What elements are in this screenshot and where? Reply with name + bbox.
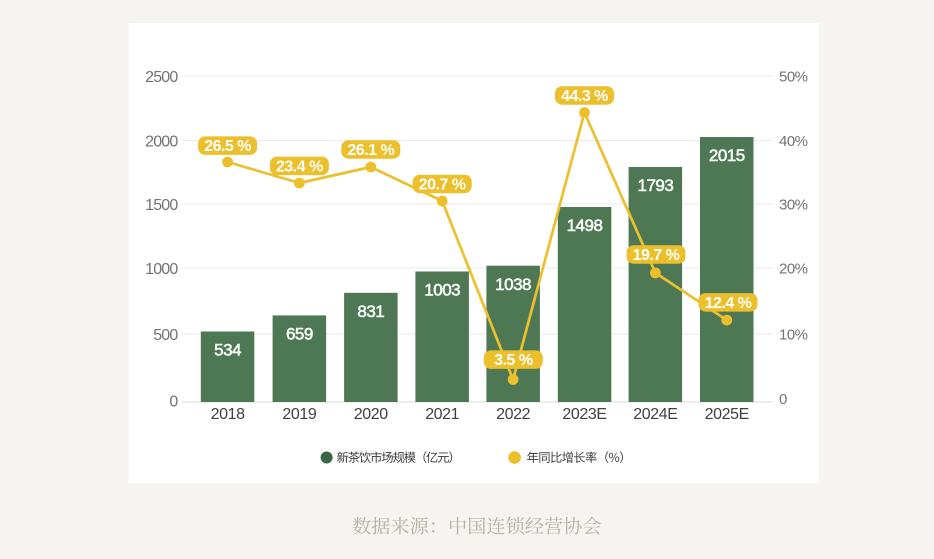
svg-text:2025E: 2025E — [705, 406, 749, 423]
svg-text:2000: 2000 — [145, 133, 178, 150]
svg-text:2022: 2022 — [496, 406, 530, 423]
svg-text:2020: 2020 — [354, 406, 388, 423]
svg-text:30%: 30% — [779, 196, 808, 213]
svg-text:1793: 1793 — [637, 176, 673, 195]
svg-text:50%: 50% — [779, 68, 808, 85]
svg-text:1038: 1038 — [495, 275, 531, 294]
svg-text:659: 659 — [286, 325, 313, 344]
svg-text:1500: 1500 — [145, 197, 178, 214]
svg-text:1003: 1003 — [424, 281, 460, 300]
svg-text:19.7 %: 19.7 % — [633, 247, 680, 264]
svg-text:12.4 %: 12.4 % — [705, 295, 752, 312]
svg-text:10%: 10% — [779, 326, 808, 343]
svg-text:2023E: 2023E — [562, 406, 606, 423]
svg-text:2015: 2015 — [709, 146, 745, 165]
svg-text:500: 500 — [153, 327, 178, 344]
svg-text:26.1 %: 26.1 % — [347, 142, 394, 159]
svg-text:2021: 2021 — [425, 406, 459, 423]
svg-text:3.5 %: 3.5 % — [494, 352, 533, 369]
svg-text:1498: 1498 — [567, 216, 603, 235]
svg-text:0: 0 — [779, 391, 787, 408]
svg-text:23.4 %: 23.4 % — [276, 158, 323, 175]
svg-text:26.5 %: 26.5 % — [204, 138, 251, 155]
svg-text:2018: 2018 — [211, 406, 245, 423]
svg-text:44.3 %: 44.3 % — [561, 88, 608, 105]
svg-text:831: 831 — [357, 302, 384, 321]
svg-text:534: 534 — [214, 341, 241, 360]
svg-text:2019: 2019 — [282, 406, 316, 423]
svg-text:20.7 %: 20.7 % — [419, 176, 466, 193]
svg-text:2024E: 2024E — [633, 406, 677, 423]
svg-text:0: 0 — [169, 394, 178, 411]
svg-text:1000: 1000 — [145, 261, 178, 278]
svg-text:2500: 2500 — [145, 69, 178, 86]
svg-text:20%: 20% — [779, 260, 808, 277]
svg-text:40%: 40% — [779, 133, 808, 150]
